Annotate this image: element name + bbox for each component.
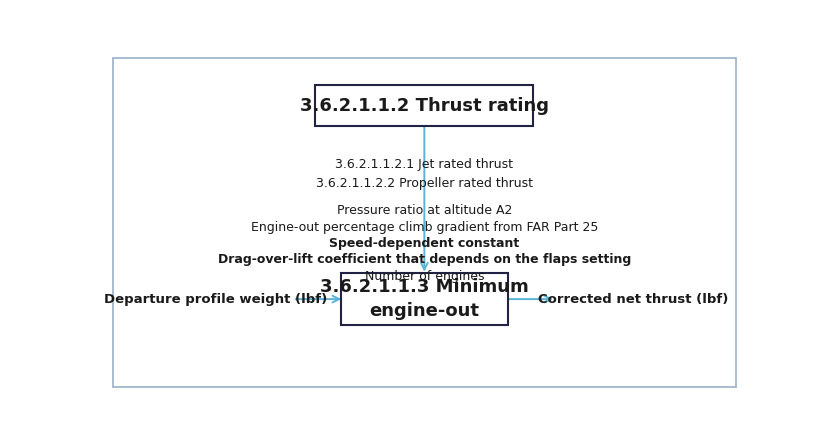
Text: 3.6.2.1.1.3 Minimum
engine-out: 3.6.2.1.1.3 Minimum engine-out (319, 278, 528, 320)
Text: 3.6.2.1.1.2.1 Jet rated thrust: 3.6.2.1.1.2.1 Jet rated thrust (335, 158, 513, 172)
Text: Pressure ratio at altitude A2: Pressure ratio at altitude A2 (337, 204, 511, 217)
Text: Drag-over-lift coefficient that depends on the flaps setting: Drag-over-lift coefficient that depends … (218, 253, 630, 266)
Text: Engine-out percentage climb gradient from FAR Part 25: Engine-out percentage climb gradient fro… (251, 220, 597, 234)
Text: Speed-dependent constant: Speed-dependent constant (329, 237, 519, 250)
Text: Corrected net thrust (lbf): Corrected net thrust (lbf) (537, 293, 727, 306)
Text: 3.6.2.1.1.2.2 Propeller rated thrust: 3.6.2.1.1.2.2 Propeller rated thrust (315, 177, 533, 190)
FancyBboxPatch shape (315, 85, 533, 126)
Text: 3.6.2.1.1.2 Thrust rating: 3.6.2.1.1.2 Thrust rating (299, 97, 548, 115)
FancyBboxPatch shape (341, 273, 507, 325)
Text: Departure profile weight (lbf): Departure profile weight (lbf) (104, 293, 327, 306)
FancyBboxPatch shape (113, 58, 734, 387)
Text: Number of engines: Number of engines (364, 269, 484, 283)
